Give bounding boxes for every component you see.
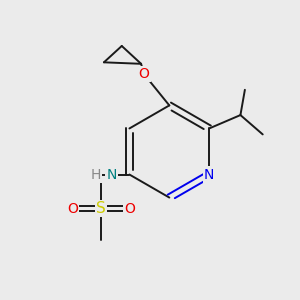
- Text: N: N: [204, 167, 214, 182]
- Text: O: O: [124, 202, 135, 216]
- Text: N: N: [106, 167, 117, 182]
- Text: O: O: [68, 202, 78, 216]
- Text: H: H: [91, 167, 101, 182]
- Text: O: O: [139, 67, 149, 81]
- Text: S: S: [96, 201, 106, 216]
